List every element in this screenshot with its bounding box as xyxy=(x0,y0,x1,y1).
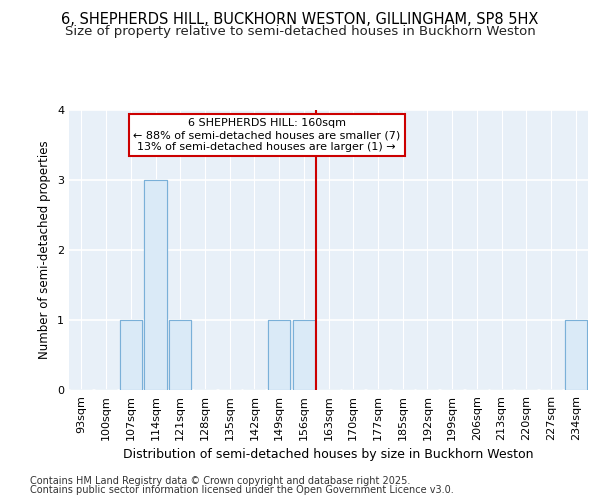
Bar xyxy=(119,320,142,390)
Text: Contains HM Land Registry data © Crown copyright and database right 2025.: Contains HM Land Registry data © Crown c… xyxy=(30,476,410,486)
Text: 6, SHEPHERDS HILL, BUCKHORN WESTON, GILLINGHAM, SP8 5HX: 6, SHEPHERDS HILL, BUCKHORN WESTON, GILL… xyxy=(61,12,539,28)
Bar xyxy=(268,320,290,390)
Text: 6 SHEPHERDS HILL: 160sqm
← 88% of semi-detached houses are smaller (7)
13% of se: 6 SHEPHERDS HILL: 160sqm ← 88% of semi-d… xyxy=(133,118,400,152)
Bar xyxy=(119,320,142,390)
Text: Contains public sector information licensed under the Open Government Licence v3: Contains public sector information licen… xyxy=(30,485,454,495)
Bar xyxy=(169,320,191,390)
Bar xyxy=(293,320,315,390)
Bar xyxy=(565,320,587,390)
Bar xyxy=(145,180,167,390)
X-axis label: Distribution of semi-detached houses by size in Buckhorn Weston: Distribution of semi-detached houses by … xyxy=(123,448,534,462)
Bar xyxy=(293,320,315,390)
Bar xyxy=(565,320,587,390)
Bar xyxy=(145,180,167,390)
Y-axis label: Number of semi-detached properties: Number of semi-detached properties xyxy=(38,140,52,360)
Bar xyxy=(268,320,290,390)
Text: Size of property relative to semi-detached houses in Buckhorn Weston: Size of property relative to semi-detach… xyxy=(65,25,535,38)
Bar xyxy=(169,320,191,390)
